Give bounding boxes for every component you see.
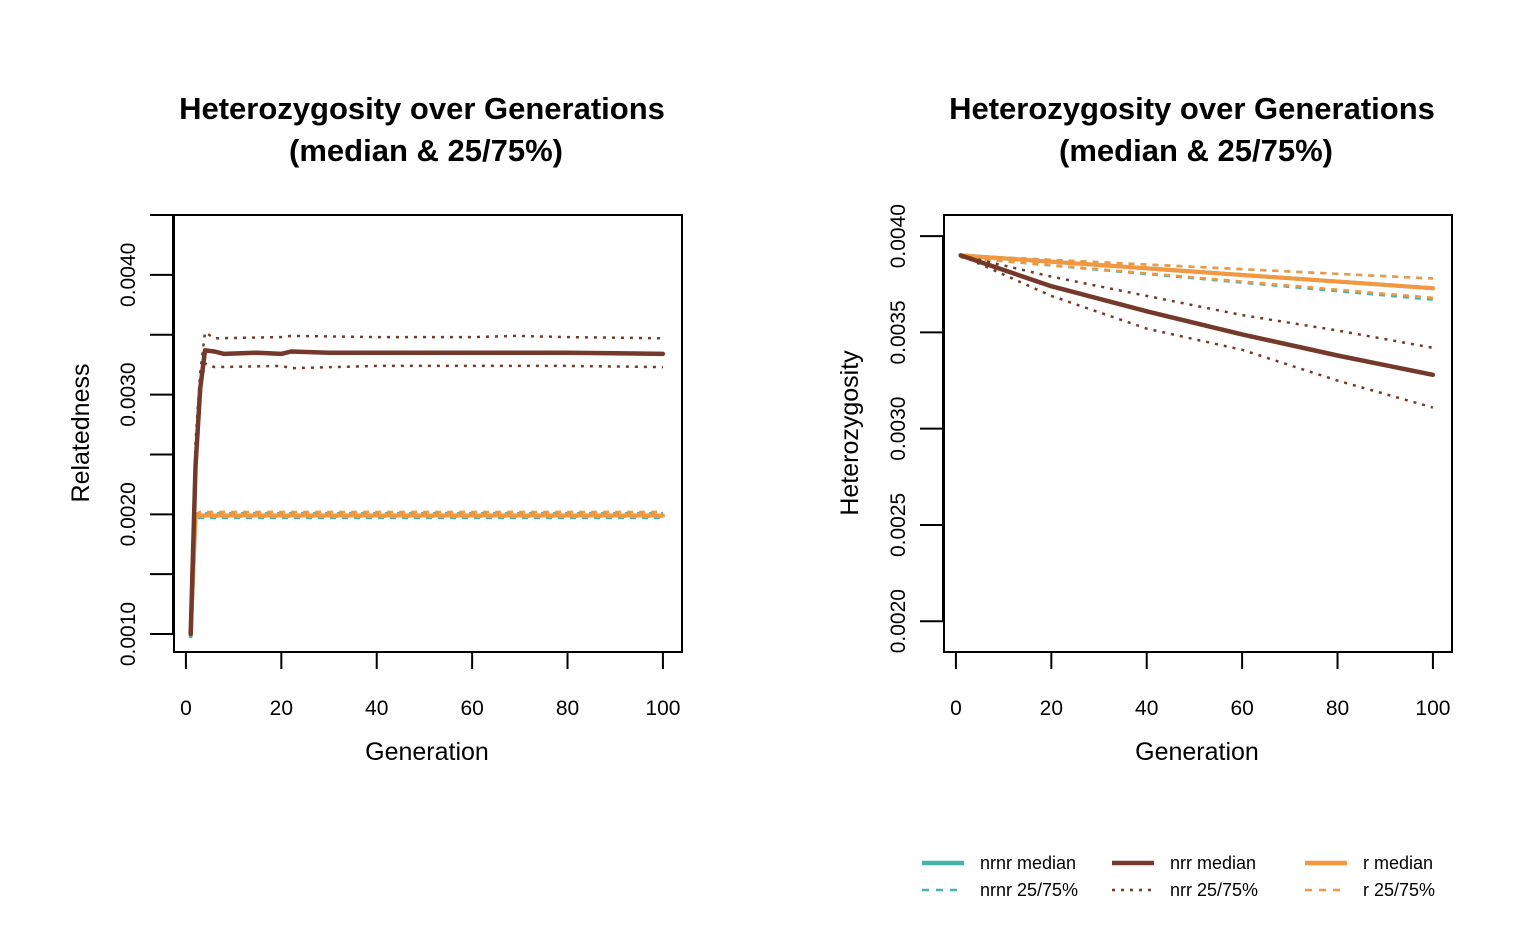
left-chart-panel: Heterozygosity over Generations (median … — [67, 91, 683, 766]
x-tick-label: 100 — [645, 697, 680, 720]
y-tick-label: 0.0020 — [887, 589, 910, 653]
right-chart-panel: Heterozygosity over Generations (median … — [836, 91, 1453, 766]
series-line-r-median — [188, 513, 665, 636]
y-tick-label: 0.0040 — [117, 243, 140, 307]
x-tick-label: 20 — [1040, 697, 1063, 720]
series-line-nrr-q25 — [189, 362, 663, 635]
right-y-axis-label: Heterozygosity — [836, 350, 864, 516]
x-tick-label: 40 — [365, 697, 388, 720]
series-line-r-q75 — [189, 510, 663, 635]
x-tick-label: 80 — [556, 697, 579, 720]
x-tick-label: 80 — [1326, 697, 1349, 720]
left-x-axis-label: Generation — [365, 738, 489, 766]
left-plot-lines — [188, 331, 666, 639]
x-tick-label: 0 — [180, 697, 192, 720]
left-y-axis-label: Relatedness — [67, 364, 95, 503]
left-chart-title-line1: Heterozygosity over Generations — [179, 91, 665, 126]
x-tick-label: 40 — [1135, 697, 1158, 720]
legend-label: r 25/75% — [1363, 880, 1435, 900]
series-line-r-q25 — [189, 515, 663, 635]
y-tick-label: 0.0020 — [117, 482, 140, 546]
right-x-axis-label: Generation — [1135, 738, 1259, 766]
left-chart-title-line2: (median & 25/75%) — [289, 133, 563, 168]
right-plot-lines — [958, 253, 1436, 409]
x-tick-label: 20 — [270, 697, 293, 720]
y-tick-label: 0.0035 — [887, 300, 910, 364]
y-tick-label: 0.0030 — [887, 397, 910, 461]
series-line-nrr-median — [958, 253, 1436, 378]
x-tick-label: 0 — [950, 697, 962, 720]
series-line-nrr-q75 — [960, 254, 1434, 350]
legend-label: r median — [1363, 853, 1433, 873]
y-tick-label: 0.0025 — [887, 493, 910, 557]
right-x-axis: 0 20 40 60 80 100 — [950, 651, 1450, 720]
series-line-nrnr-q25 — [189, 516, 663, 637]
y-tick-label: 0.0030 — [117, 362, 140, 426]
legend-label: nrnr median — [980, 853, 1076, 873]
x-tick-label: 60 — [460, 697, 483, 720]
series-line-nrnr-q75 — [189, 511, 663, 637]
series-line-nrr-q25 — [960, 254, 1434, 409]
series-line-nrnr-median — [188, 513, 665, 639]
y-tick-label: 0.0040 — [887, 204, 910, 268]
legend-label: nrnr 25/75% — [980, 880, 1078, 900]
right-chart-title-line2: (median & 25/75%) — [1059, 133, 1333, 168]
series-line-r-median — [958, 253, 1435, 291]
legend-label: nrr 25/75% — [1170, 880, 1258, 900]
right-chart-title-line1: Heterozygosity over Generations — [949, 91, 1435, 126]
x-tick-label: 100 — [1415, 697, 1450, 720]
series-line-nrr-median — [188, 348, 666, 637]
left-plot-frame — [173, 214, 683, 653]
right-y-axis: 0.0020 0.0025 0.0030 0.0035 0.0040 — [887, 204, 944, 653]
y-tick-label: 0.0010 — [117, 602, 140, 666]
left-y-axis: 0.0010 0.0020 0.0030 0.0040 — [117, 214, 174, 666]
x-tick-label: 60 — [1230, 697, 1253, 720]
legend: nrnr median nrnr 25/75% nrr median nrr 25/7… — [922, 853, 1435, 900]
legend-label: nrr median — [1170, 853, 1256, 873]
series-line-nrr-q75 — [189, 331, 663, 635]
left-x-axis: 0 20 40 60 80 100 — [180, 651, 680, 720]
right-plot-frame — [943, 214, 1453, 653]
